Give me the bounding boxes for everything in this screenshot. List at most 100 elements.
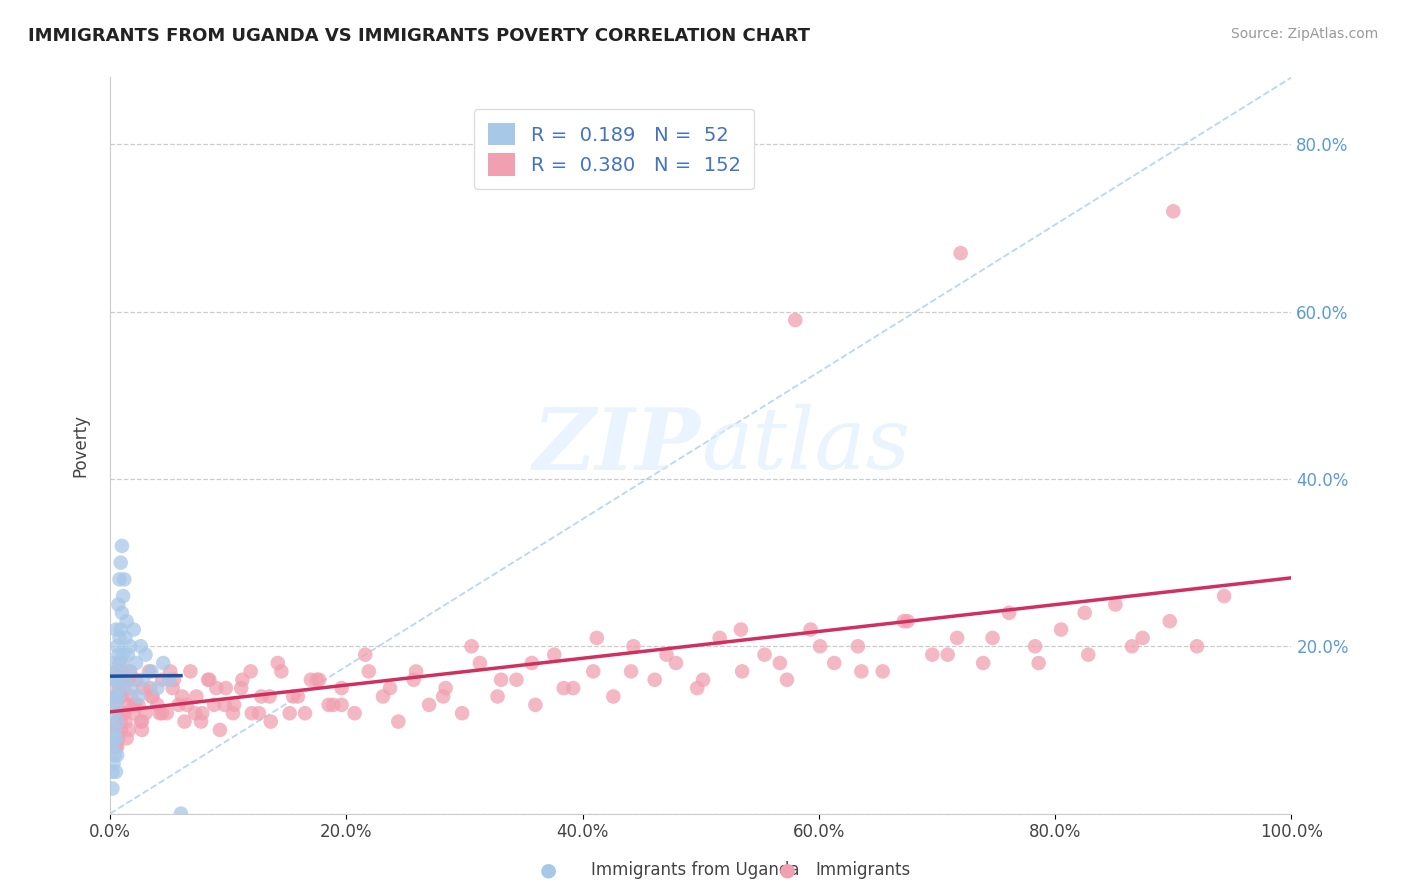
Point <box>104 690 127 704</box>
Point <box>131 714 153 729</box>
Point <box>105 714 128 729</box>
Point <box>170 806 193 821</box>
Point <box>205 681 228 695</box>
Point <box>131 723 153 737</box>
Point <box>125 673 148 687</box>
Point <box>644 673 666 687</box>
Point <box>104 731 127 746</box>
Point <box>451 706 474 721</box>
Point <box>250 690 273 704</box>
Point <box>110 714 132 729</box>
Point <box>1077 648 1099 662</box>
Point <box>197 673 219 687</box>
Point <box>665 656 688 670</box>
Point <box>108 656 131 670</box>
Point <box>623 640 645 654</box>
Point <box>208 723 231 737</box>
Point <box>115 731 138 746</box>
Point <box>118 723 141 737</box>
Point <box>620 665 643 679</box>
Point <box>851 665 873 679</box>
Point <box>371 690 394 704</box>
Point <box>267 656 290 670</box>
Point <box>946 631 969 645</box>
Point <box>692 673 714 687</box>
Point <box>308 673 330 687</box>
Point <box>104 698 127 712</box>
Point <box>125 656 148 670</box>
Point <box>287 690 309 704</box>
Point <box>1050 623 1073 637</box>
Point <box>222 706 245 721</box>
Point <box>114 673 136 687</box>
Point <box>260 714 283 729</box>
Point <box>117 648 139 662</box>
Point <box>543 648 565 662</box>
Text: Immigrants from Uganda: Immigrants from Uganda <box>591 861 799 879</box>
Point <box>808 640 831 654</box>
Point <box>110 623 132 637</box>
Point <box>105 673 128 687</box>
Point <box>167 698 190 712</box>
Point <box>1159 614 1181 628</box>
Point <box>104 723 127 737</box>
Point <box>150 673 173 687</box>
Point <box>330 698 353 712</box>
Point <box>460 640 482 654</box>
Point <box>112 681 135 695</box>
Point <box>103 756 125 771</box>
Point <box>134 706 156 721</box>
Point <box>1121 640 1143 654</box>
Point <box>224 698 246 712</box>
Point <box>468 656 491 670</box>
Point <box>122 706 145 721</box>
Point <box>343 706 366 721</box>
Point <box>172 690 194 704</box>
Point <box>176 698 198 712</box>
Point <box>104 665 127 679</box>
Point <box>129 640 152 654</box>
Point <box>127 690 149 704</box>
Point <box>432 690 454 704</box>
Point <box>107 690 129 704</box>
Point <box>105 747 128 762</box>
Point <box>278 706 301 721</box>
Point <box>111 690 134 704</box>
Point <box>769 656 792 670</box>
Point <box>120 640 142 654</box>
Point <box>111 665 134 679</box>
Point <box>800 623 823 637</box>
Point <box>105 739 128 754</box>
Point <box>972 656 994 670</box>
Legend: R =  0.189   N =  52, R =  0.380   N =  152: R = 0.189 N = 52, R = 0.380 N = 152 <box>474 109 754 189</box>
Point <box>823 656 845 670</box>
Point <box>111 539 134 553</box>
Point <box>108 681 131 695</box>
Point <box>191 706 214 721</box>
Point <box>785 313 807 327</box>
Point <box>405 665 427 679</box>
Point <box>152 656 174 670</box>
Point <box>112 573 135 587</box>
Point <box>107 648 129 662</box>
Point <box>872 665 894 679</box>
Point <box>754 648 776 662</box>
Point <box>159 665 181 679</box>
Point <box>138 665 160 679</box>
Point <box>101 781 124 796</box>
Point <box>110 556 132 570</box>
Point <box>103 731 125 746</box>
Point <box>117 698 139 712</box>
Point <box>602 690 624 704</box>
Point <box>294 706 316 721</box>
Point <box>322 698 344 712</box>
Point <box>184 706 207 721</box>
Point <box>239 665 262 679</box>
Point <box>127 698 149 712</box>
Text: ZIP: ZIP <box>533 404 700 487</box>
Point <box>731 665 754 679</box>
Point <box>981 631 1004 645</box>
Point <box>101 739 124 754</box>
Point <box>270 665 292 679</box>
Point <box>202 698 225 712</box>
